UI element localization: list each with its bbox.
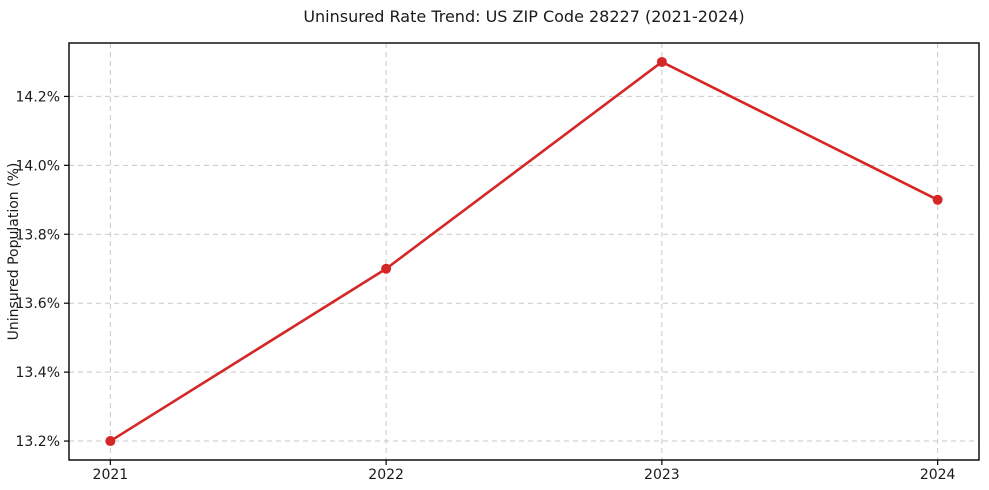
x-tick-label: 2022	[368, 467, 404, 483]
chart-title: Uninsured Rate Trend: US ZIP Code 28227 …	[303, 7, 745, 26]
y-tick-label: 13.6%	[16, 296, 60, 312]
y-tick-label: 14.0%	[16, 158, 60, 174]
trend-line	[109, 60, 939, 443]
y-tick-label: 13.2%	[16, 434, 60, 450]
axes-border	[68, 42, 980, 461]
data-point-marker	[381, 263, 392, 274]
data-point-marker	[656, 56, 667, 67]
y-tick-label: 13.8%	[16, 227, 60, 243]
y-tick-label: 13.4%	[16, 365, 60, 381]
y-axis-label: Uninsured Population (%)	[6, 163, 22, 341]
x-tick-label: 2021	[93, 467, 129, 483]
y-tick-label: 14.2%	[16, 89, 60, 105]
x-tick-label: 2023	[644, 467, 680, 483]
data-point-marker	[105, 436, 116, 447]
data-point-marker	[932, 194, 943, 205]
x-tick-label: 2024	[920, 467, 956, 483]
